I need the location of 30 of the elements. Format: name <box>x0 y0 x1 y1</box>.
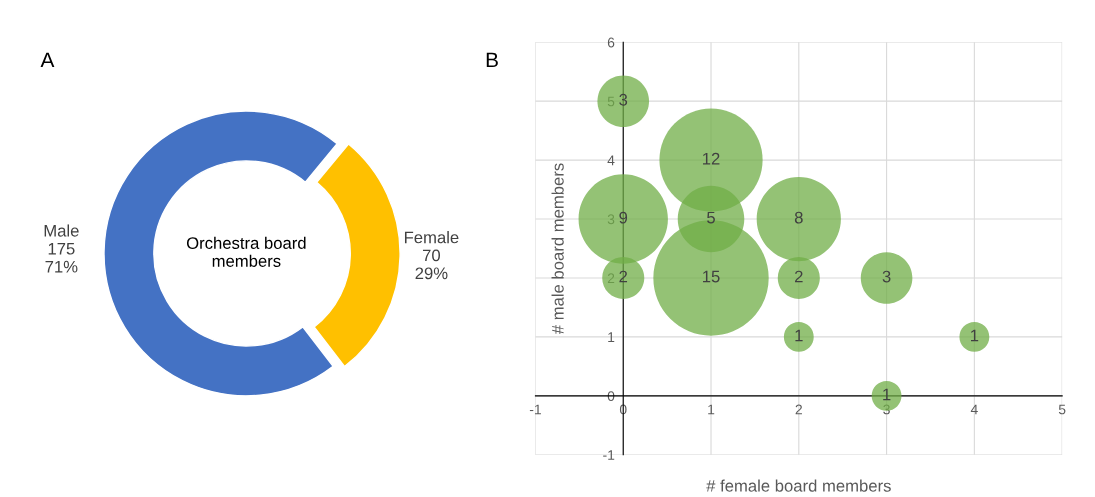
data-label: 70 29% <box>415 249 448 280</box>
annotation: 8 <box>794 211 803 224</box>
x-tick-label: 5 <box>1058 404 1066 415</box>
text: Orchestra board members <box>186 236 306 267</box>
annotation: 15 <box>703 270 720 283</box>
x-tick-label: -1 <box>529 404 541 415</box>
y-tick-label: 6 <box>607 37 615 48</box>
annotation: 9 <box>619 211 628 224</box>
y-tick-label: -1 <box>603 450 615 460</box>
annotation: 5 <box>707 211 715 224</box>
slice-label: Male <box>44 224 79 237</box>
y-tick-label: 1 <box>608 332 615 342</box>
y-axis-title: # male board members <box>551 163 564 335</box>
x-axis-title: # female board members <box>706 479 891 492</box>
annotation: 1 <box>971 329 979 342</box>
x-tick-label: 4 <box>970 404 978 415</box>
y-tick-label: 4 <box>607 155 615 166</box>
annotation: 1 <box>795 329 803 342</box>
chart-title: A <box>40 52 55 68</box>
annotation: 3 <box>882 270 891 283</box>
chart-title: B <box>486 52 498 68</box>
annotation: 1 <box>883 388 891 401</box>
x-tick-label: 1 <box>708 404 715 415</box>
x-tick-label: 2 <box>795 404 802 415</box>
data-label: 175 71% <box>45 242 78 273</box>
annotation: 2 <box>619 270 628 283</box>
annotation: 12 <box>703 152 720 165</box>
slice-label: Female <box>404 231 459 244</box>
annotation: 2 <box>795 270 803 283</box>
annotation: 3 <box>619 93 628 106</box>
